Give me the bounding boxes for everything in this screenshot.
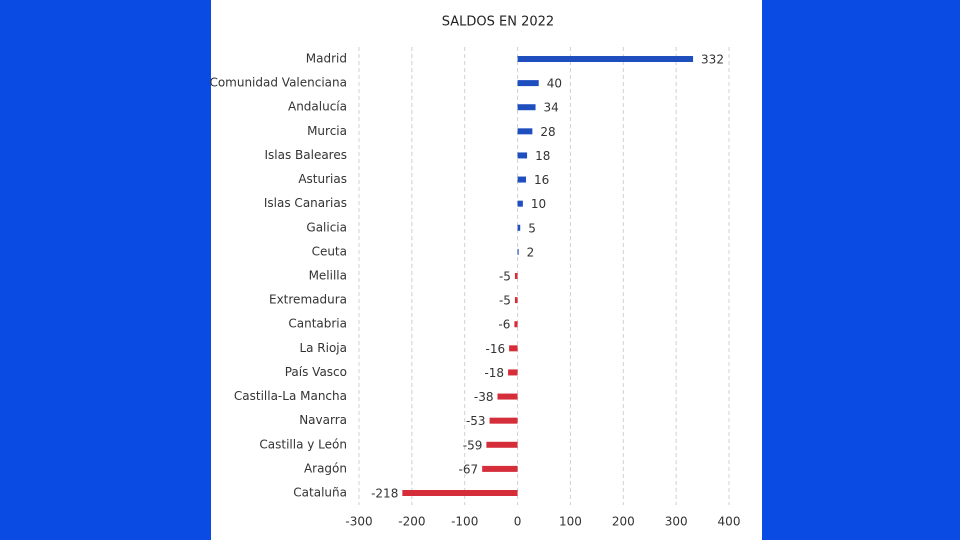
category-label: Cataluña [293,486,347,500]
value-label: -59 [463,438,483,452]
category-label: Asturias [298,172,347,186]
value-label: 16 [534,173,549,187]
value-label: 40 [547,77,562,91]
x-tick-label: 200 [612,515,635,529]
value-label: -6 [498,318,510,332]
bar [486,441,518,448]
category-label: La Rioja [299,341,347,355]
category-label: Comunidad Valenciana [209,76,347,90]
value-label: -67 [459,462,479,476]
bar [482,465,518,472]
category-label: Castilla y León [259,437,347,451]
value-label: -5 [499,294,511,308]
value-label: -218 [371,487,398,501]
bar [517,104,536,111]
x-tick-label: -200 [398,515,425,529]
category-label: Aragón [304,461,347,475]
category-label: Islas Baleares [264,148,347,162]
bar [514,297,518,304]
category-label: Murcia [307,124,347,138]
value-label: 5 [528,221,536,235]
bar [517,56,694,62]
category-label: Extremadura [269,293,347,307]
category-label: Cantabria [288,317,347,331]
bar [489,417,518,424]
bar [517,200,523,207]
bar [514,273,518,279]
value-label: 34 [544,101,559,115]
bar [508,369,518,376]
bar [509,345,518,352]
value-label: -38 [474,390,494,404]
bar [517,248,519,255]
category-label: Castilla-La Mancha [234,389,347,403]
value-label: -5 [499,270,511,284]
bar [517,224,521,231]
x-tick-label: 0 [514,515,522,529]
category-label: Melilla [309,269,347,283]
value-label: -18 [484,366,504,380]
bar [514,321,518,328]
category-label: Islas Canarias [264,196,347,210]
category-label: Ceuta [312,244,347,258]
category-label: Galicia [306,220,347,234]
x-tick-label: 300 [665,515,688,529]
x-tick-label: -300 [345,515,372,529]
category-label: Andalucía [288,100,347,114]
bar [497,393,518,400]
chart-panel [211,0,762,540]
chart-title: SALDOS EN 2022 [442,15,554,30]
value-label: 332 [701,53,724,67]
category-label: Madrid [306,52,347,66]
bar [517,152,528,159]
bar [517,128,533,135]
value-label: -16 [486,342,506,356]
bar [517,176,527,183]
bar [517,80,539,87]
x-tick-label: 100 [559,515,582,529]
value-label: 10 [531,197,546,211]
category-label: Navarra [299,413,347,427]
value-label: -53 [466,414,486,428]
category-label: País Vasco [285,365,347,379]
value-label: 28 [540,125,555,139]
x-tick-label: -100 [451,515,478,529]
bar [402,490,518,496]
value-label: 18 [535,149,550,163]
x-tick-label: 400 [718,515,741,529]
value-label: 2 [527,245,535,259]
